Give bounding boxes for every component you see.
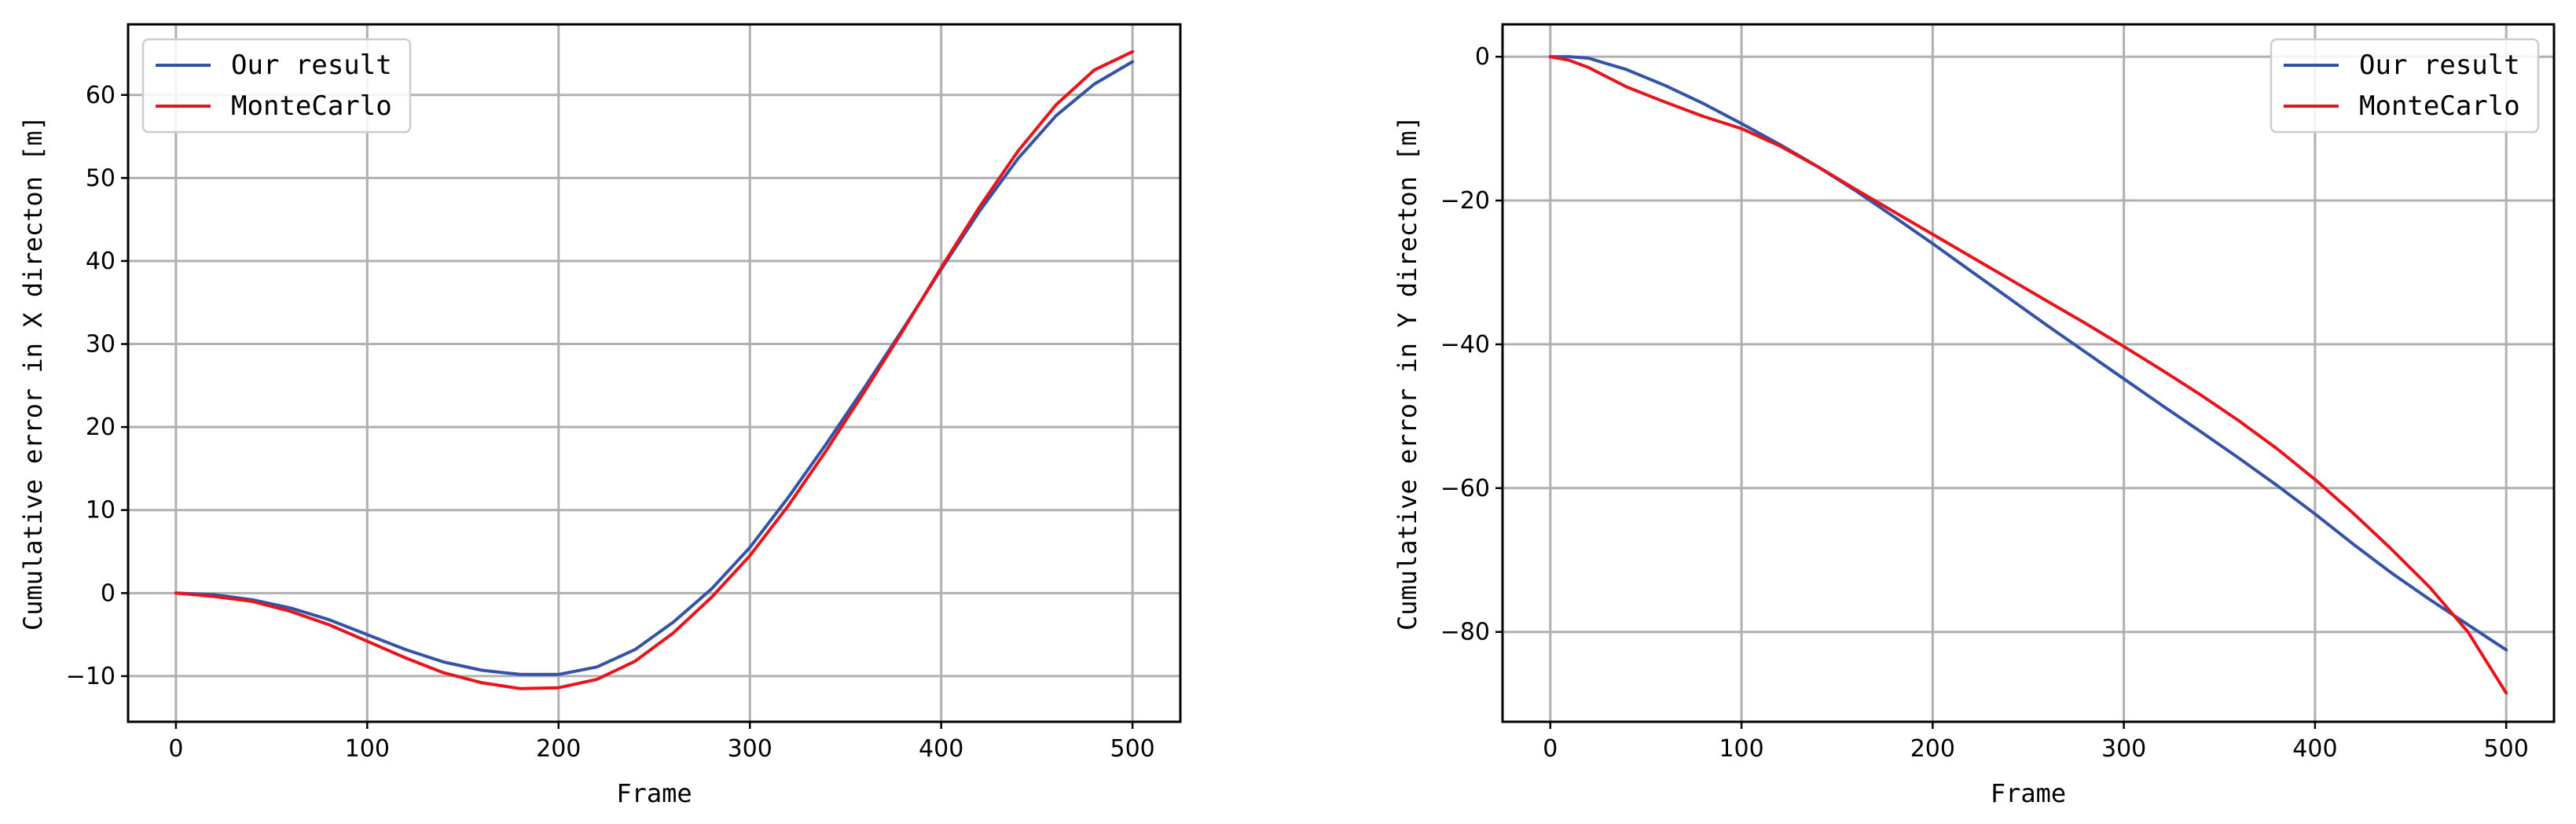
y-axis-label: Cumulative error in Y directon [m] [1393,116,1422,631]
y-tick-label: 60 [86,82,116,109]
x-tick-label: 400 [919,735,963,763]
x-tick-label: 200 [536,735,581,763]
x-tick-label: 400 [2292,735,2337,763]
legend-box [2270,38,2540,134]
x-axis-label: Frame [616,778,692,808]
legend-label: MonteCarlo [2359,90,2520,122]
y-tick-label: 0 [101,579,116,607]
y-tick-label: 50 [86,164,116,192]
x-tick-label: 100 [1719,735,1763,763]
x-tick-label: 300 [728,735,772,763]
x-axis-label: Frame [1991,778,2066,808]
y-tick-label: −80 [1440,619,1490,646]
y-tick-label: −40 [1440,331,1490,359]
series-line-montecarlo [174,50,1135,690]
legend: Our result MonteCarlo [141,38,412,134]
legend-box [141,38,412,134]
y-tick-label: 30 [86,331,116,359]
x-tick-label: 0 [168,735,183,763]
legend-label: Our result [2359,50,2520,81]
y-tick-label: 40 [86,248,116,275]
x-tick-label: 300 [2101,735,2146,763]
series-line-montecarlo [1548,55,2508,695]
plot-frame [1501,23,2556,723]
y-tick-label: 10 [86,497,116,524]
y-tick-label: 0 [1475,43,1490,71]
legend-label: Our result [231,50,392,81]
x-tick-label: 500 [1110,735,1155,763]
legend-label: MonteCarlo [231,90,392,122]
legend: Our result MonteCarlo [2270,38,2540,134]
x-tick-label: 500 [2484,735,2529,763]
y-tick-label: −20 [1440,187,1490,215]
y-tick-label: −60 [1440,475,1490,502]
x-tick-label: 200 [1910,735,1955,763]
grid [1503,24,2554,722]
x-tick-label: 100 [345,735,390,763]
y-tick-label: −10 [66,663,116,690]
y-axis-label: Cumulative error in X directon [m] [18,116,48,631]
y-error-chart: 0 100 200 300 400 500 −80 −60 −40 −20 0 Frame Cumula… [1393,23,2556,808]
plot-frame [127,23,1182,723]
series-line-our-result [1548,55,2508,652]
x-error-chart: 0 100 200 300 400 500 −10 0 10 20 30 40 50 60 Frame Cum… [18,23,1182,808]
x-tick-label: 0 [1543,735,1558,763]
y-tick-label: 20 [86,414,116,441]
series-line-our-result [174,60,1135,676]
